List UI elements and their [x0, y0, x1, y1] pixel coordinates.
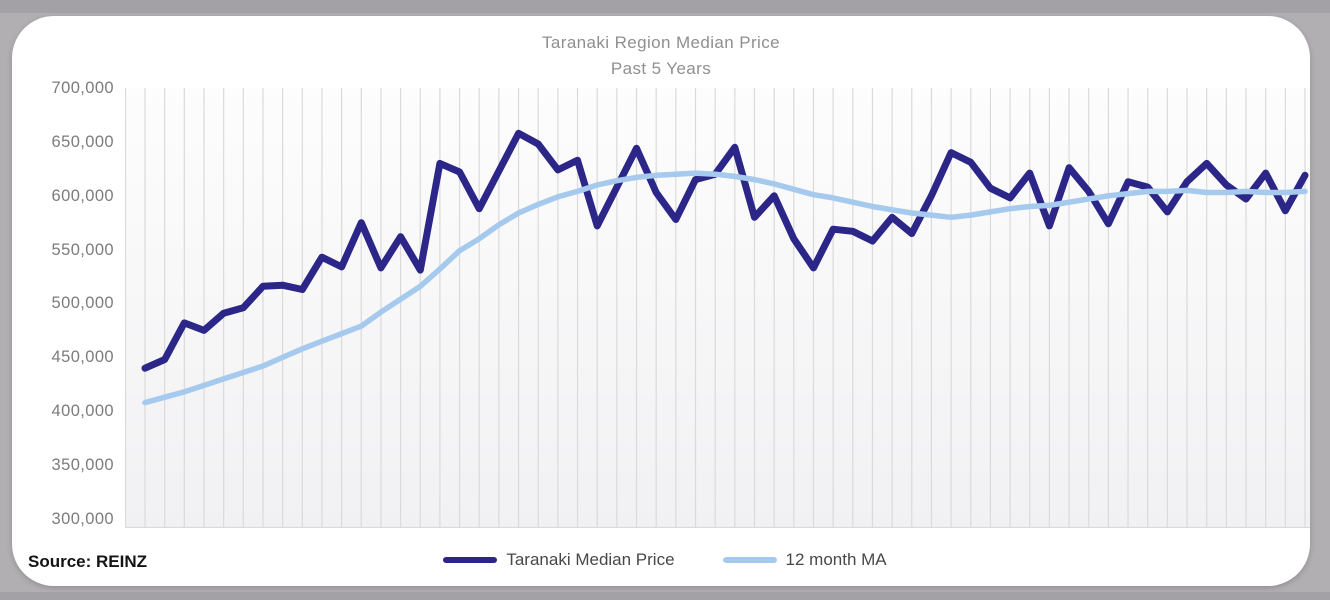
- legend: Taranaki Median Price 12 month MA: [0, 550, 1330, 570]
- median-price-line-swatch: [443, 557, 498, 563]
- window-bottom-strip: [0, 592, 1330, 600]
- legend-label-12-month-ma: 12 month MA: [785, 550, 887, 569]
- source-label: Source: REINZ: [28, 552, 148, 571]
- y-tick-450000: 450,000: [51, 348, 114, 366]
- y-tick-350000: 350,000: [51, 456, 114, 474]
- y-axis: 700,000 650,000 600,000 550,000 500,000 …: [24, 0, 114, 600]
- y-tick-600000: 600,000: [51, 187, 114, 205]
- legend-item-12-month-ma: 12 month MA: [722, 550, 887, 570]
- y-tick-650000: 650,000: [51, 133, 114, 151]
- y-tick-550000: 550,000: [51, 241, 114, 259]
- median-price-line: [141, 129, 1309, 372]
- ma-line-swatch: [722, 557, 777, 563]
- chart-title: Taranaki Region Median Price Past 5 Year…: [12, 30, 1310, 82]
- vertical-gridlines: [125, 88, 1310, 528]
- y-tick-500000: 500,000: [51, 294, 114, 312]
- y-tick-700000: 700,000: [51, 79, 114, 97]
- legend-label-median-price: Taranaki Median Price: [506, 550, 675, 569]
- plot-svg: [125, 88, 1310, 528]
- window-top-strip: [0, 0, 1330, 13]
- y-tick-400000: 400,000: [51, 402, 114, 420]
- plot-area: [125, 88, 1310, 528]
- chart-title-line2: Past 5 Years: [610, 59, 712, 78]
- twelve-month-ma-line: [142, 170, 1308, 406]
- y-tick-300000: 300,000: [51, 510, 114, 528]
- legend-item-median-price: Taranaki Median Price: [443, 550, 675, 570]
- chart-title-line1: Taranaki Region Median Price: [542, 33, 780, 52]
